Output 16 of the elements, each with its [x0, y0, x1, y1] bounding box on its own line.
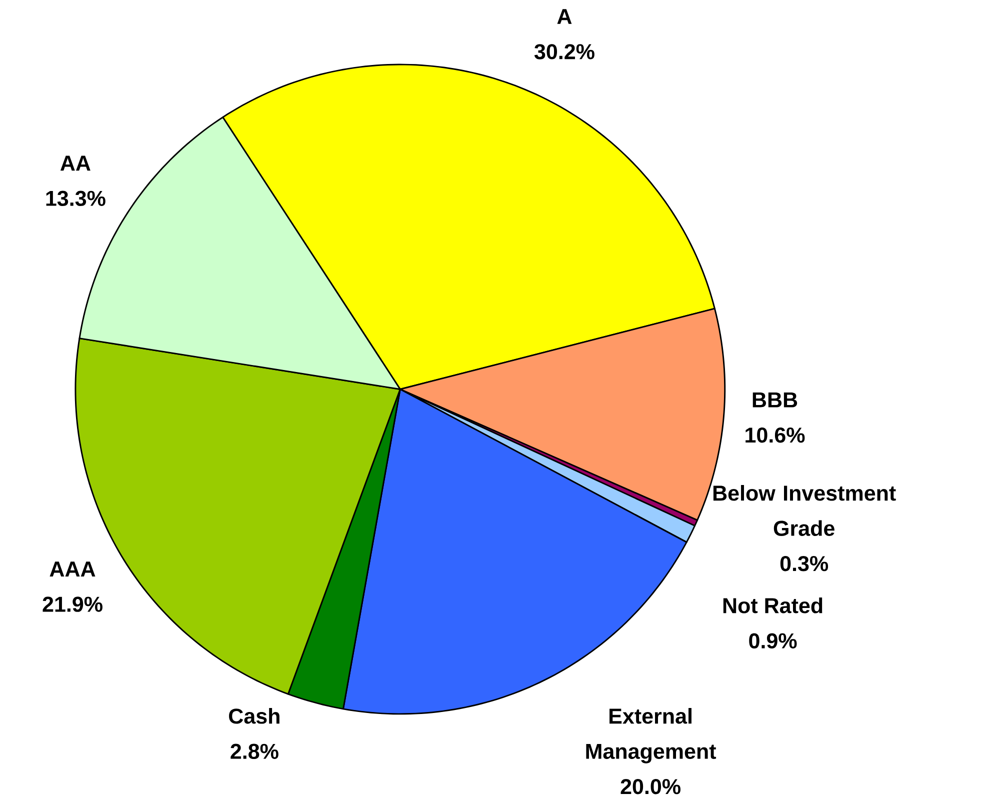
data-label: 0.3%	[780, 556, 828, 572]
slice-label: Below Investment Grade	[713, 484, 896, 536]
data-label: 30.2%	[534, 44, 594, 60]
data-label: 20.0%	[620, 778, 680, 794]
slice-label: Cash	[229, 708, 280, 724]
slice-label: AAA	[50, 562, 96, 576]
slice-label: BBB	[752, 392, 798, 408]
slice-label: Not Rated	[723, 597, 822, 614]
data-label: 2.8%	[230, 744, 278, 760]
data-label: 13.3%	[46, 190, 106, 206]
slice-label: External Management	[586, 708, 716, 764]
slice-label: A	[557, 9, 572, 24]
data-label: 21.9%	[42, 596, 102, 612]
slice-label: AA	[60, 156, 90, 171]
data-label: 0.9%	[749, 633, 797, 648]
data-label: 10.6%	[746, 427, 805, 443]
